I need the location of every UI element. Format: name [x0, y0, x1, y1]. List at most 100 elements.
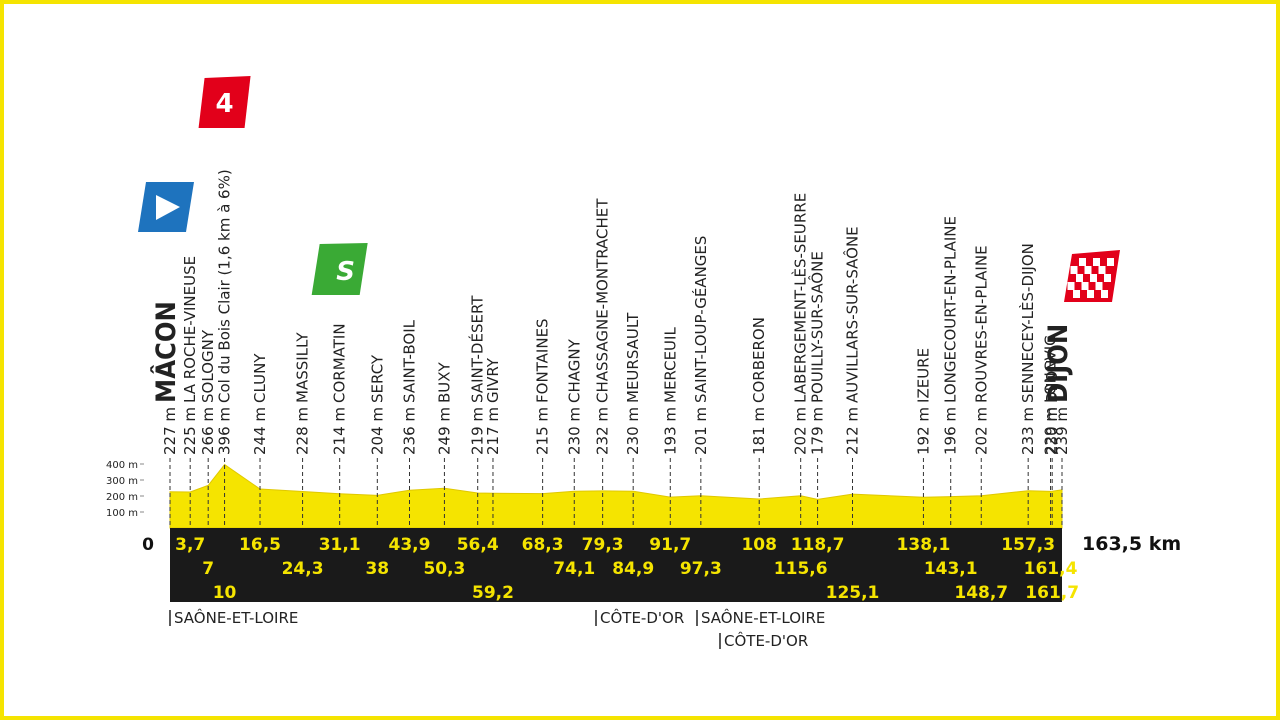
climb-category: 4 — [216, 89, 234, 119]
waypoint-label: 196 m LONGECOURT-EN-PLAINE — [942, 216, 960, 455]
waypoint-altitude: 396 m — [216, 407, 234, 455]
km-label: 56,4 — [457, 535, 499, 555]
waypoint-name: SAINT-DÉSERT — [468, 295, 487, 403]
finish-check — [1093, 258, 1100, 266]
waypoint-name: BUXY — [435, 361, 453, 403]
finish-check — [1090, 274, 1097, 282]
finish-check — [1101, 290, 1108, 298]
waypoint-altitude: 225 m — [181, 407, 199, 455]
waypoint-label: 396 m Col du Bois Clair (1,6 km à 6%) — [216, 169, 234, 455]
finish-check — [1076, 274, 1083, 282]
waypoint-label: 233 m SENNECEY-LÈS-DIJON — [1018, 243, 1037, 455]
sprint-badge — [311, 243, 368, 295]
km-label: 138,1 — [897, 535, 951, 555]
waypoint-name: CLUNY — [251, 353, 269, 403]
waypoint-label: 228 m MASSILLY — [294, 332, 312, 455]
waypoint-name: SENNECEY-LÈS-DIJON — [1018, 243, 1037, 403]
waypoint-label: 214 m CORMATIN — [331, 323, 349, 455]
waypoint-altitude: 204 m — [368, 407, 386, 455]
sprint-label: S — [336, 257, 355, 287]
waypoint-altitude: 230 m — [624, 407, 642, 455]
waypoint-name: GIVRY — [484, 357, 502, 403]
km-label: 68,3 — [522, 535, 564, 555]
y-tick-label: 100 m — [106, 508, 138, 519]
waypoint-altitude: 215 m — [534, 407, 552, 455]
waypoint-name: AUVILLARS-SUR-SAÔNE — [843, 226, 862, 403]
km-label: 3,7 — [175, 535, 205, 555]
km-label: 74,1 — [553, 559, 595, 579]
waypoint-altitude: 233 m — [1019, 407, 1037, 455]
waypoint-altitude: 230 m — [1043, 407, 1061, 455]
waypoint-label: 239 m DIJON — [1043, 324, 1074, 455]
waypoint-altitude: 227 m — [161, 407, 179, 455]
km-label: 0 — [142, 535, 154, 555]
department-name: SAÔNE-ET-LOIRE — [174, 608, 298, 627]
waypoint-name: MASSILLY — [294, 332, 312, 403]
waypoint-altitude: 214 m — [331, 407, 349, 455]
waypoint-name: DIJON — [1043, 360, 1061, 403]
km-label: 108 — [741, 535, 777, 555]
finish-check — [1067, 282, 1075, 290]
finish-check — [1087, 290, 1094, 298]
finish-check — [1073, 290, 1080, 298]
km-label: 10 — [213, 583, 237, 603]
waypoint-label: 193 m MERCEUIL — [661, 327, 679, 455]
waypoint-label: 217 m GIVRY — [484, 357, 502, 455]
waypoint-name: CHAGNY — [565, 338, 583, 403]
waypoint-altitude: 228 m — [294, 407, 312, 455]
waypoint-label: 212 m AUVILLARS-SUR-SAÔNE — [843, 226, 862, 455]
waypoint-altitude: 196 m — [942, 407, 960, 455]
waypoint-label: 204 m SERCY — [368, 354, 386, 455]
waypoint-label: 227 m MÂCON — [150, 301, 182, 455]
waypoint-altitude: 202 m — [972, 407, 990, 455]
y-tick-label: 300 m — [106, 476, 138, 487]
waypoint-label: 219 m SAINT-DÉSERT — [468, 295, 487, 455]
department-name: CÔTE-D'OR — [724, 631, 808, 650]
waypoint-label: 225 m LA ROCHE-VINEUSE — [181, 256, 199, 455]
waypoint-name: ROUVRES-EN-PLAINE — [972, 245, 990, 403]
waypoint-name: POUILLY-SUR-SAÔNE — [808, 251, 827, 403]
waypoint-name: CORBERON — [750, 317, 768, 403]
km-label: 38 — [365, 559, 389, 579]
waypoint-altitude: 192 m — [914, 407, 932, 455]
climb-badge — [198, 76, 251, 128]
waypoint-label: 201 m SAINT-LOUP-GÉANGES — [691, 236, 710, 455]
elevation-area — [169, 463, 1063, 529]
waypoint-altitude: 201 m — [692, 407, 710, 455]
waypoint-label: 236 m SAINT-BOIL — [401, 319, 419, 455]
km-label: 148,7 — [954, 583, 1008, 603]
waypoint-name: CHASSAGNE-MONTRACHET — [594, 198, 612, 403]
finish-check — [1098, 266, 1106, 274]
km-label: 143,1 — [924, 559, 978, 579]
km-label: 50,3 — [423, 559, 465, 579]
waypoint-name: Col du Bois Clair (1,6 km à 6%) — [216, 169, 234, 403]
y-tick-label: 200 m — [106, 492, 138, 503]
waypoint-altitude: 179 m — [809, 407, 827, 455]
km-label: 163,5 km — [1082, 533, 1181, 555]
waypoint-altitude: 244 m — [251, 407, 269, 455]
waypoint-name: LONGVIC — [1042, 335, 1060, 403]
km-label: 24,3 — [282, 559, 324, 579]
waypoint-altitude: 230 m — [565, 407, 583, 455]
finish-check — [1070, 266, 1078, 274]
km-label: 16,5 — [239, 535, 281, 555]
finish-check — [1079, 258, 1086, 266]
waypoint-label: 202 m LABERGEMENT-LÈS-SEURRE — [791, 193, 810, 455]
finish-check — [1081, 282, 1089, 290]
km-label: 157,3 — [1001, 535, 1055, 555]
waypoint-altitude: 232 m — [594, 407, 612, 455]
waypoint-altitude: 212 m — [844, 407, 862, 455]
waypoint-name: FONTAINES — [534, 318, 552, 403]
waypoint-altitude: 193 m — [661, 407, 679, 455]
km-label: 125,1 — [826, 583, 880, 603]
waypoint-label: 179 m POUILLY-SUR-SAÔNE — [808, 251, 827, 455]
waypoint-altitude: 266 m — [199, 407, 217, 455]
km-label: 115,6 — [774, 559, 828, 579]
waypoint-name: SOLOGNY — [199, 329, 217, 403]
waypoint-altitude: 202 m — [792, 407, 810, 455]
km-label: 118,7 — [791, 535, 845, 555]
km-label: 161,4 — [1024, 559, 1078, 579]
finish-check — [1095, 282, 1103, 290]
km-label: 79,3 — [582, 535, 624, 555]
km-label: 7 — [202, 559, 214, 579]
